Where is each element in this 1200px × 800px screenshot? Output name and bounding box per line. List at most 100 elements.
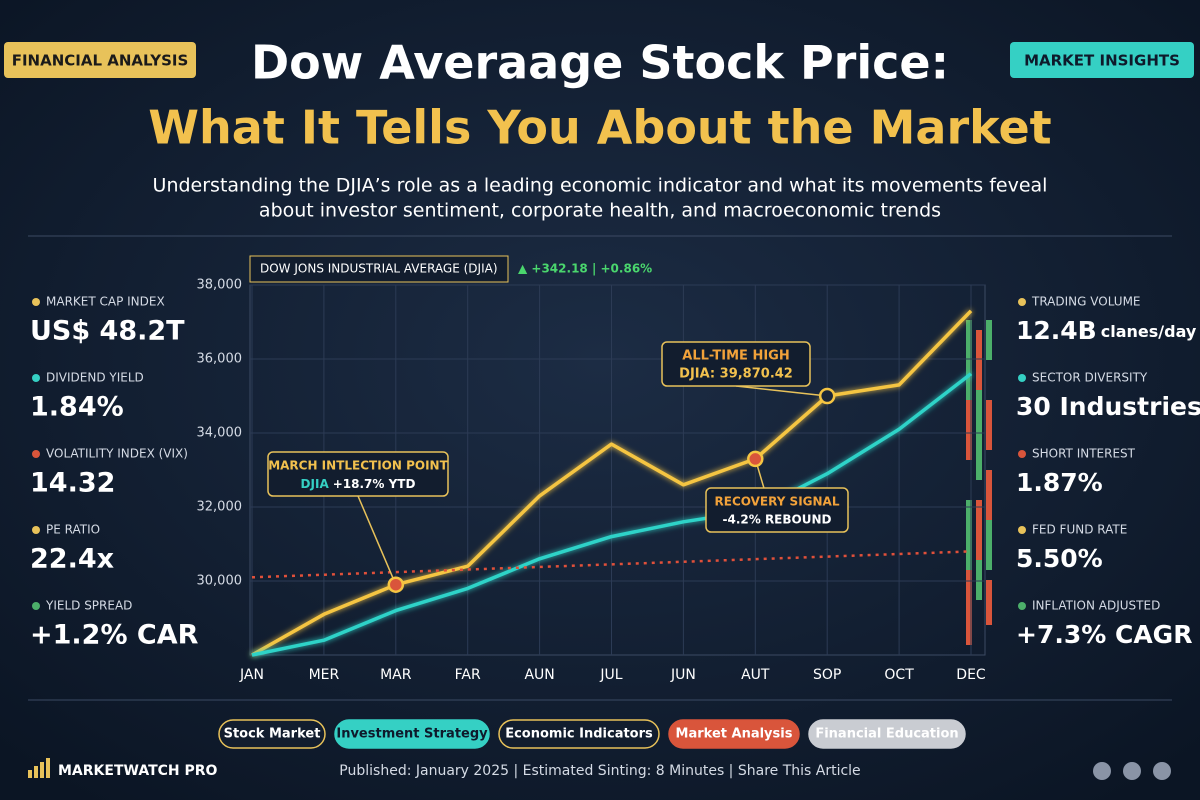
brand-icon <box>28 758 50 778</box>
chart-title: DOW JONS INDUSTRIAL AVERAGE (DJIA) <box>260 262 498 276</box>
annotation-text: +18.7% YTD <box>333 477 416 491</box>
stat-value: +1.2% CAR <box>30 620 199 651</box>
stat-label: SECTOR DIVERSITY <box>1032 371 1148 385</box>
stat-icon <box>32 602 40 610</box>
x-tick-label: AUT <box>741 667 770 683</box>
tag[interactable] <box>498 719 660 749</box>
tag[interactable] <box>808 719 966 749</box>
stat-icon <box>32 526 40 534</box>
stat-label: PE RATIO <box>46 523 100 537</box>
callout-box <box>267 451 449 497</box>
annotation-highlight: DJIA <box>301 477 330 491</box>
title: What It Tells You About the Market <box>148 101 1051 155</box>
share-icon[interactable] <box>1123 762 1141 780</box>
x-tick-label: SOP <box>813 667 841 683</box>
stat-icon <box>32 450 40 458</box>
footer-meta: Published: January 2025 | Estimated Sint… <box>339 763 860 779</box>
tag[interactable] <box>218 719 326 749</box>
x-tick-label: OCT <box>884 667 914 683</box>
callout-box <box>705 487 849 533</box>
callout-connector <box>735 385 828 397</box>
stat-label: SHORT INTEREST <box>1032 447 1136 461</box>
tag[interactable] <box>668 719 800 749</box>
tag-text: Investment Strategy <box>336 727 488 742</box>
stat-value: +7.3% CAGR <box>1016 620 1192 649</box>
stat-label: MARKET CAP INDEX <box>46 295 165 309</box>
y-tick-label: 38,000 <box>197 278 243 293</box>
stat-value: 1.84% <box>30 392 124 423</box>
tag-text: Financial Education <box>815 727 958 742</box>
y-tick-label: 36,000 <box>197 352 243 367</box>
stat-value: US$ 48.2T <box>30 316 185 347</box>
x-tick-label: DEC <box>956 667 986 683</box>
x-tick-label: JUL <box>599 667 622 683</box>
badge <box>4 42 196 78</box>
tag[interactable] <box>334 719 490 749</box>
stat-value: 30 Industries <box>1016 392 1200 421</box>
stat-icon <box>1018 450 1026 458</box>
annotation: RECOVERY SIGNAL <box>715 495 840 509</box>
stat-label: DIVIDEND YIELD <box>46 371 144 385</box>
callout-marker <box>747 450 764 468</box>
stat-unit: clanes/day <box>1101 322 1197 341</box>
subtitle: about investor sentiment, corporate heal… <box>259 200 941 222</box>
series-line <box>251 309 973 657</box>
share-icon[interactable] <box>1093 762 1111 780</box>
title: Dow Averaage Stock Price: <box>251 36 949 90</box>
volume-bars <box>966 320 992 645</box>
tag-text: Stock Market <box>224 727 321 742</box>
y-tick-label: 34,000 <box>197 426 243 441</box>
stat-value-number: 1.87% <box>1016 468 1103 497</box>
x-tick-label: FAR <box>455 667 481 683</box>
tag-text: Economic Indicators <box>505 727 653 742</box>
chart-title-box <box>249 255 509 283</box>
stat-icon <box>32 374 40 382</box>
badge-text: MARKET INSIGHTS <box>1024 52 1180 70</box>
stat-value: 12.4B clanes/day <box>1016 316 1197 345</box>
stat-icon <box>1018 298 1026 306</box>
stat-icon <box>1018 374 1026 382</box>
annotation: DJIA: 39,870.42 <box>679 367 793 382</box>
callout-marker <box>818 387 836 405</box>
stat-icon <box>32 298 40 306</box>
stat-label: VOLATILITY INDEX (VIX) <box>46 447 188 461</box>
stat-icon <box>1018 602 1026 610</box>
stat-label: FED FUND RATE <box>1032 523 1127 537</box>
tag-text: Market Analysis <box>676 727 793 742</box>
stat-label: TRADING VOLUME <box>1031 295 1141 309</box>
stat-value-number: 30 Industries <box>1016 392 1200 421</box>
x-tick-label: MAR <box>380 667 412 683</box>
stat-value-number: 12.4B <box>1016 316 1097 345</box>
series-line <box>251 372 973 657</box>
annotation: -4.2% REBOUND <box>723 513 832 527</box>
stat-icon <box>1018 526 1026 534</box>
stat-label: YIELD SPREAD <box>45 599 132 613</box>
stat-value: 22.4x <box>30 544 114 575</box>
brand: MARKETWATCH PRO <box>58 763 218 779</box>
badge <box>1010 42 1194 78</box>
badge-text: FINANCIAL ANALYSIS <box>12 52 189 70</box>
x-tick-label: JUN <box>670 667 696 683</box>
subtitle: Understanding the DJIA’s role as a leadi… <box>153 175 1048 197</box>
x-tick-label: MER <box>309 667 340 683</box>
x-tick-label: JAN <box>239 667 264 683</box>
stat-value: 5.50% <box>1016 544 1103 573</box>
callout-box <box>661 341 811 387</box>
stat-value-number: +7.3% CAGR <box>1016 620 1192 649</box>
callout-marker <box>387 576 405 593</box>
annotation: ALL-TIME HIGH <box>682 349 789 364</box>
stat-value: 14.32 <box>30 468 115 499</box>
annotation: MARCH INTLECTION POINT <box>268 459 448 473</box>
share-icon[interactable] <box>1153 762 1171 780</box>
y-tick-label: 30,000 <box>197 574 243 589</box>
chart-change: ▲ +342.18 | +0.86% <box>518 262 652 276</box>
x-tick-label: AUN <box>524 667 554 683</box>
stat-label: INFLATION ADJUSTED <box>1032 599 1160 613</box>
callout-connector <box>357 495 397 585</box>
stat-value-number: 5.50% <box>1016 544 1103 573</box>
annotation: DJIA +18.7% YTD <box>301 477 416 491</box>
y-tick-label: 32,000 <box>197 500 243 515</box>
